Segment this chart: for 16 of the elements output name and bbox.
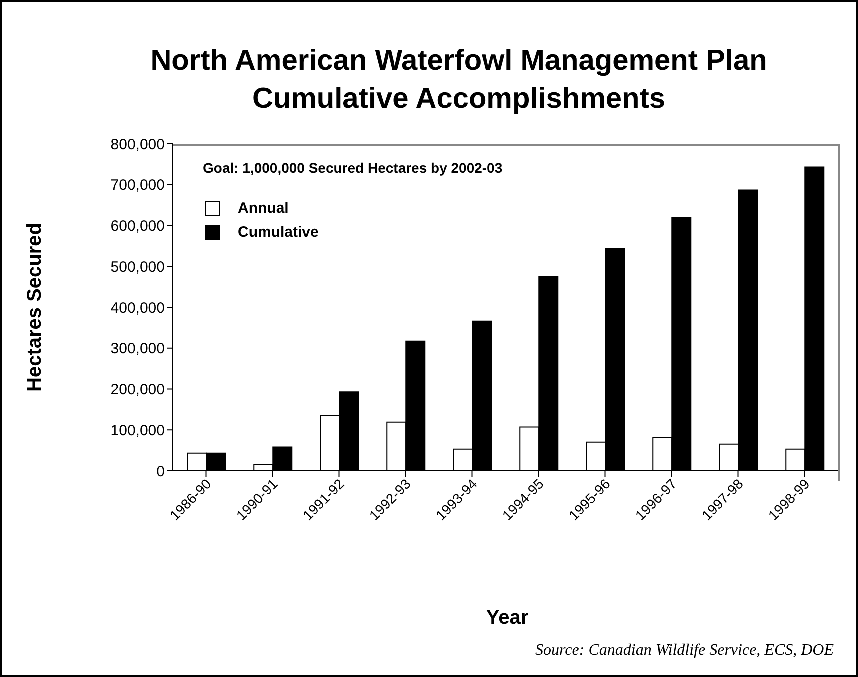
y-tick-label: 500,000 — [110, 258, 165, 276]
y-tick-label: 0 — [156, 463, 165, 480]
y-tick-label: 200,000 — [110, 382, 165, 399]
y-tick-label: 300,000 — [110, 340, 165, 358]
y-tick-label: 800,000 — [110, 136, 165, 154]
x-axis-title: Year — [485, 607, 530, 630]
y-tick-label: 100,000 — [110, 422, 165, 440]
y-tick-label: 600,000 — [110, 218, 165, 236]
source-note: Source: Canadian Wildlife Service, ECS, DOE — [536, 642, 834, 660]
annotation: Goal: 1,000,000 Secured Hectares by 2002-03 — [203, 160, 503, 176]
legend-label: Annual — [238, 200, 289, 216]
y-tick-label: 700,000 — [110, 177, 165, 194]
legend-label: Cumulative — [238, 224, 319, 240]
chart-title: North American Waterfowl Management Plan Cumulative Accomplishments — [150, 44, 768, 117]
y-axis-title: Hectares Secured — [24, 223, 46, 392]
y-tick-label: 400,000 — [110, 300, 165, 317]
